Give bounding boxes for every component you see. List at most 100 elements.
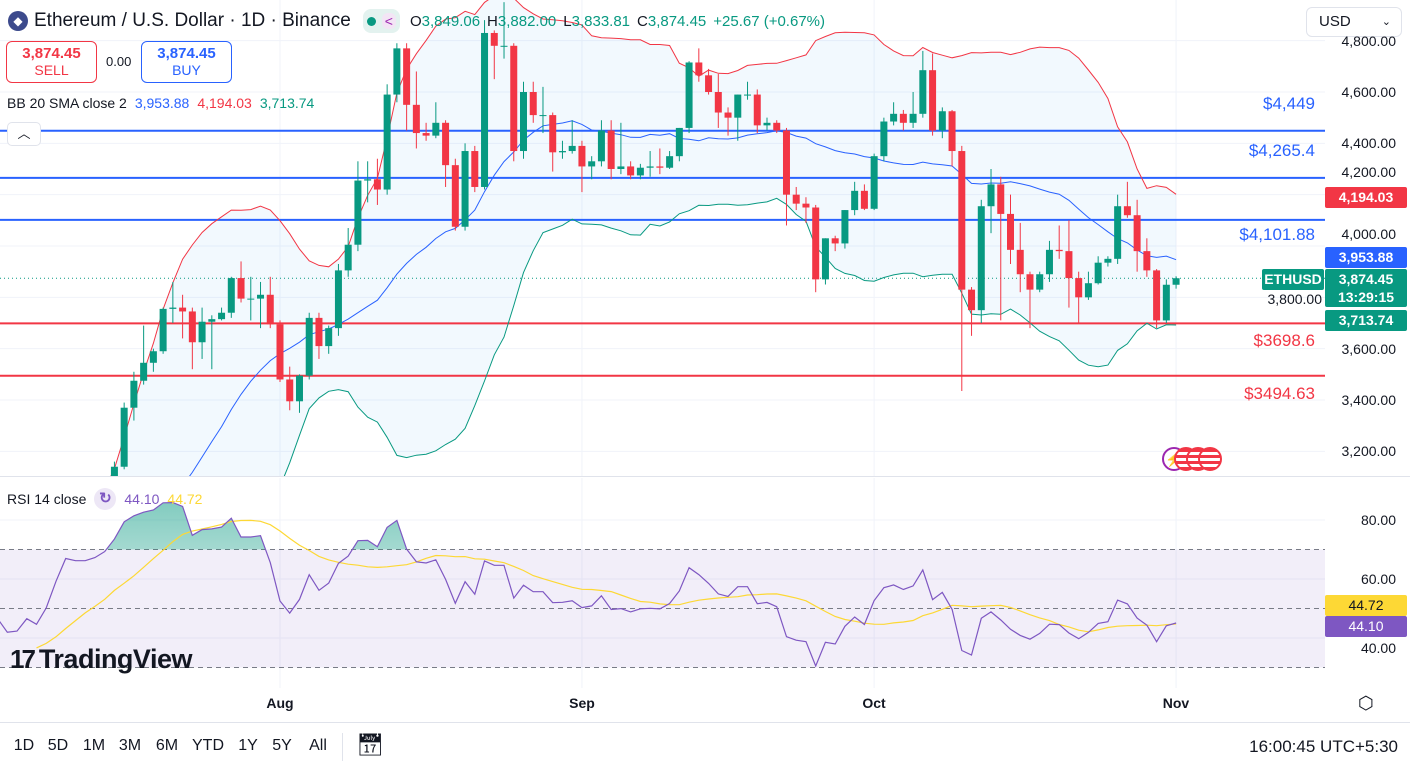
range-ytd[interactable]: YTD (192, 737, 224, 754)
candle (753, 89, 761, 134)
level-label: $3698.6 (1253, 331, 1315, 351)
candle-body (597, 130, 605, 162)
symbol-title[interactable]: Ethereum / U.S. Dollar · 1D · Binance (34, 10, 351, 31)
refresh-icon[interactable]: ↻ (94, 488, 117, 510)
candle-body (841, 210, 849, 244)
chevron-down-icon: ⌄ (1381, 16, 1391, 28)
last-price-tag: 3,874.45 13:29:15 (1325, 269, 1407, 307)
spread-value: 0.00 (106, 54, 132, 69)
rsi-name: RSI 14 close (7, 491, 87, 507)
clock-timezone[interactable]: 16:00:45 UTC+5:30 (1249, 737, 1398, 756)
economic-events[interactable]: ⚡ (1162, 447, 1222, 471)
candle-body (315, 317, 323, 347)
range-5d[interactable]: 5D (47, 737, 69, 754)
candle (1007, 194, 1014, 264)
range-1y[interactable]: 1Y (238, 737, 258, 754)
candle (325, 325, 333, 354)
candle (870, 153, 878, 211)
candle-body (588, 161, 596, 167)
candle-body (558, 151, 566, 153)
candle-body (188, 311, 196, 343)
go-to-date-calendar-icon[interactable]: 📅︎ (356, 732, 384, 757)
candle-body (851, 190, 859, 211)
rsi-ma-tag: 44.72 (1325, 595, 1407, 616)
chart-header: ◆ Ethereum / U.S. Dollar · 1D · Binance … (8, 8, 825, 34)
rsi-chart[interactable] (0, 478, 1325, 688)
candle (929, 53, 937, 136)
candle-body (461, 151, 469, 227)
bb-lower-line (283, 197, 1177, 476)
rsi-legend[interactable]: RSI 14 close ↻ 44.10 44.72 (7, 488, 202, 510)
candle (1172, 276, 1180, 289)
candle-body (763, 122, 771, 126)
range-all[interactable]: All (309, 737, 327, 754)
candle-body (393, 48, 401, 95)
candle-body (1172, 278, 1180, 285)
time-label-nov: Nov (1162, 695, 1190, 711)
candle (227, 276, 235, 318)
candle-body (295, 375, 303, 402)
candle-body (724, 112, 732, 118)
price-axis-label: 4,600.00 (1341, 84, 1397, 100)
candle-body (354, 180, 362, 245)
candle-body (490, 32, 498, 46)
candle-body (880, 121, 888, 157)
candle (919, 50, 927, 118)
bb-upper-tag: 4,194.03 (1325, 187, 1407, 208)
candle (1114, 194, 1122, 264)
candle-body (714, 92, 722, 113)
sell-price: 3,874.45 (22, 45, 81, 62)
candle (763, 117, 771, 131)
candle (1026, 271, 1034, 329)
candle-body (695, 62, 703, 76)
close-value: 3,874.45 (647, 12, 707, 30)
bb-legend[interactable]: BB 20 SMA close 2 3,953.88 4,194.03 3,71… (7, 95, 314, 111)
bb-basis-value: 3,953.88 (134, 95, 190, 111)
candle (276, 320, 284, 383)
range-3m[interactable]: 3M (118, 737, 142, 754)
candle-body (432, 122, 440, 136)
chart-settings-icon[interactable]: ⬡ (1358, 693, 1374, 713)
candle (1123, 181, 1131, 218)
candle (393, 43, 401, 103)
tradingview-watermark[interactable]: 17 TradingView (10, 644, 192, 675)
range-6m[interactable]: 6M (155, 737, 179, 754)
candle-body (860, 190, 868, 209)
candle (383, 84, 391, 195)
candle (578, 140, 586, 193)
range-5y[interactable]: 5Y (272, 737, 292, 754)
candle-body (1065, 251, 1073, 279)
range-1d[interactable]: 1D (13, 737, 35, 754)
candle (529, 81, 537, 123)
sell-button[interactable]: 3,874.45 SELL (6, 41, 97, 83)
currency-select[interactable]: USD ⌄ (1306, 7, 1402, 37)
candle-body (753, 94, 761, 126)
candle-body (646, 166, 654, 168)
rsi-line (0, 501, 1177, 668)
bottom-toolbar: 1D 5D 1M 3M 6M YTD 1Y 5Y All 📅︎ 16:00:45… (0, 722, 1410, 769)
buy-price: 3,874.45 (157, 45, 216, 62)
candle-body (968, 289, 976, 311)
candle (821, 238, 829, 285)
candle (1162, 279, 1170, 324)
candle-body (1045, 249, 1053, 275)
us-flag-event-icon[interactable] (1198, 447, 1222, 471)
bar-countdown: 13:29:15 (1337, 289, 1395, 305)
candle (568, 120, 576, 154)
candle (520, 81, 527, 159)
status-pills[interactable]: < (362, 9, 400, 33)
candle-body (890, 113, 898, 122)
price-chart[interactable] (0, 0, 1325, 476)
buy-button[interactable]: 3,874.45 BUY (141, 41, 232, 83)
candle-body (208, 319, 216, 322)
candle-body (958, 151, 966, 290)
pane-divider[interactable] (0, 476, 1410, 477)
ohlc-readout: O3,849.06 H3,882.00 L3,833.81 C3,874.45 … (410, 13, 825, 30)
share-icon[interactable]: < (381, 13, 396, 29)
collapse-legend-button[interactable]: ︿ (7, 122, 41, 146)
candle-body (1143, 251, 1151, 271)
candle (315, 312, 323, 359)
candle-body (198, 321, 206, 343)
price-axis-label: 3,600.00 (1341, 340, 1397, 357)
range-1m[interactable]: 1M (82, 737, 106, 754)
